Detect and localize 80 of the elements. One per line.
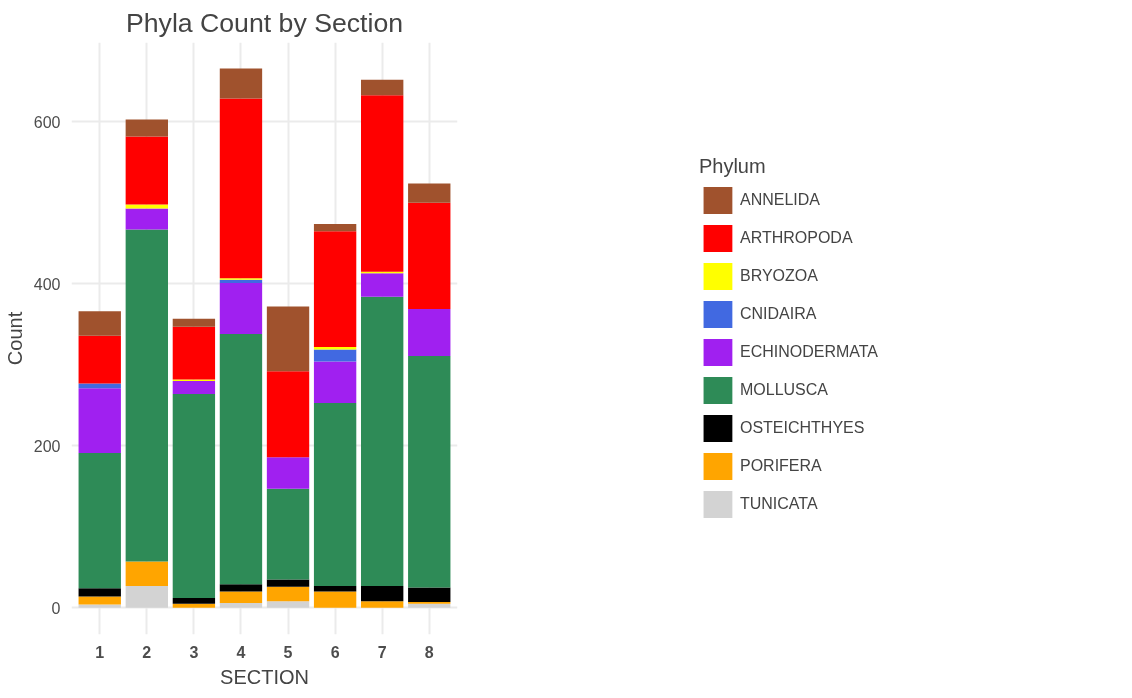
y-axis-title: Count [3, 311, 26, 366]
bar [361, 95, 404, 272]
x-tick-label: 6 [330, 643, 340, 661]
legend-title: Phylum [698, 155, 767, 178]
x-tick-label: 5 [283, 643, 293, 661]
bar [313, 361, 357, 403]
bar [125, 585, 168, 608]
bar [266, 306, 310, 372]
bar [408, 308, 451, 356]
x-tick-label: 1 [95, 643, 105, 661]
bar [172, 603, 216, 608]
bar [125, 136, 168, 205]
bar [313, 223, 357, 232]
bar [78, 588, 121, 597]
x-tick-label: 2 [142, 643, 152, 661]
bar [172, 393, 216, 599]
bar [313, 402, 357, 586]
bar [361, 79, 404, 96]
bar [313, 585, 357, 592]
y-tick-label: 600 [33, 113, 61, 131]
bar [78, 388, 121, 454]
bar [78, 311, 121, 336]
bar [361, 296, 404, 586]
bar [219, 279, 263, 284]
bar [313, 231, 357, 347]
bar [78, 604, 121, 608]
bar [125, 119, 168, 137]
chart-title: Phyla Count by Section [125, 7, 404, 38]
legend-label: ARTHROPODA [739, 229, 853, 247]
legend-label: TUNICATA [739, 495, 818, 513]
bar [78, 335, 121, 384]
bar [172, 318, 216, 327]
bar [219, 334, 263, 585]
bar [361, 585, 404, 602]
bar [408, 202, 451, 309]
y-tick-label: 200 [33, 437, 61, 455]
legend-label: BRYOZOA [739, 267, 818, 285]
legend-label: ECHINODERMATA [739, 343, 879, 361]
bar [361, 273, 404, 297]
bar [125, 561, 168, 586]
bar [219, 602, 263, 608]
bar [313, 591, 357, 608]
x-tick-label: 3 [189, 643, 199, 661]
bar [219, 283, 263, 335]
legend-label: PORIFERA [739, 457, 822, 475]
bar [78, 453, 121, 589]
bar [266, 488, 310, 580]
bar [172, 598, 216, 604]
bar [78, 596, 121, 605]
bar [361, 601, 404, 608]
x-tick-label: 4 [236, 643, 246, 661]
x-tick-label: 7 [377, 643, 387, 661]
y-tick-label: 400 [33, 275, 61, 293]
bar [219, 98, 263, 279]
bar [172, 381, 216, 394]
legend-label: CNIDAIRA [739, 305, 817, 323]
bar [408, 603, 451, 608]
bar [266, 579, 310, 587]
legend-label: OSTEICHTHYES [739, 419, 865, 437]
x-tick-label: 8 [424, 643, 434, 661]
bar [408, 355, 451, 588]
bar [313, 349, 357, 362]
bar [266, 371, 310, 458]
bar [219, 591, 263, 603]
legend-label: MOLLUSCA [739, 381, 828, 399]
bar [219, 68, 263, 99]
bar [266, 601, 310, 608]
bar [78, 383, 121, 389]
bar [219, 584, 263, 592]
bar [172, 326, 216, 380]
legend-label: ANNELIDA [739, 191, 820, 209]
y-tick-label: 0 [51, 599, 61, 617]
bar [408, 183, 451, 203]
bar [125, 204, 168, 209]
bar [125, 208, 168, 230]
bar [266, 457, 310, 489]
x-axis-title: SECTION [220, 665, 309, 688]
bar [266, 586, 310, 602]
bar [125, 229, 168, 562]
bar [408, 587, 451, 603]
